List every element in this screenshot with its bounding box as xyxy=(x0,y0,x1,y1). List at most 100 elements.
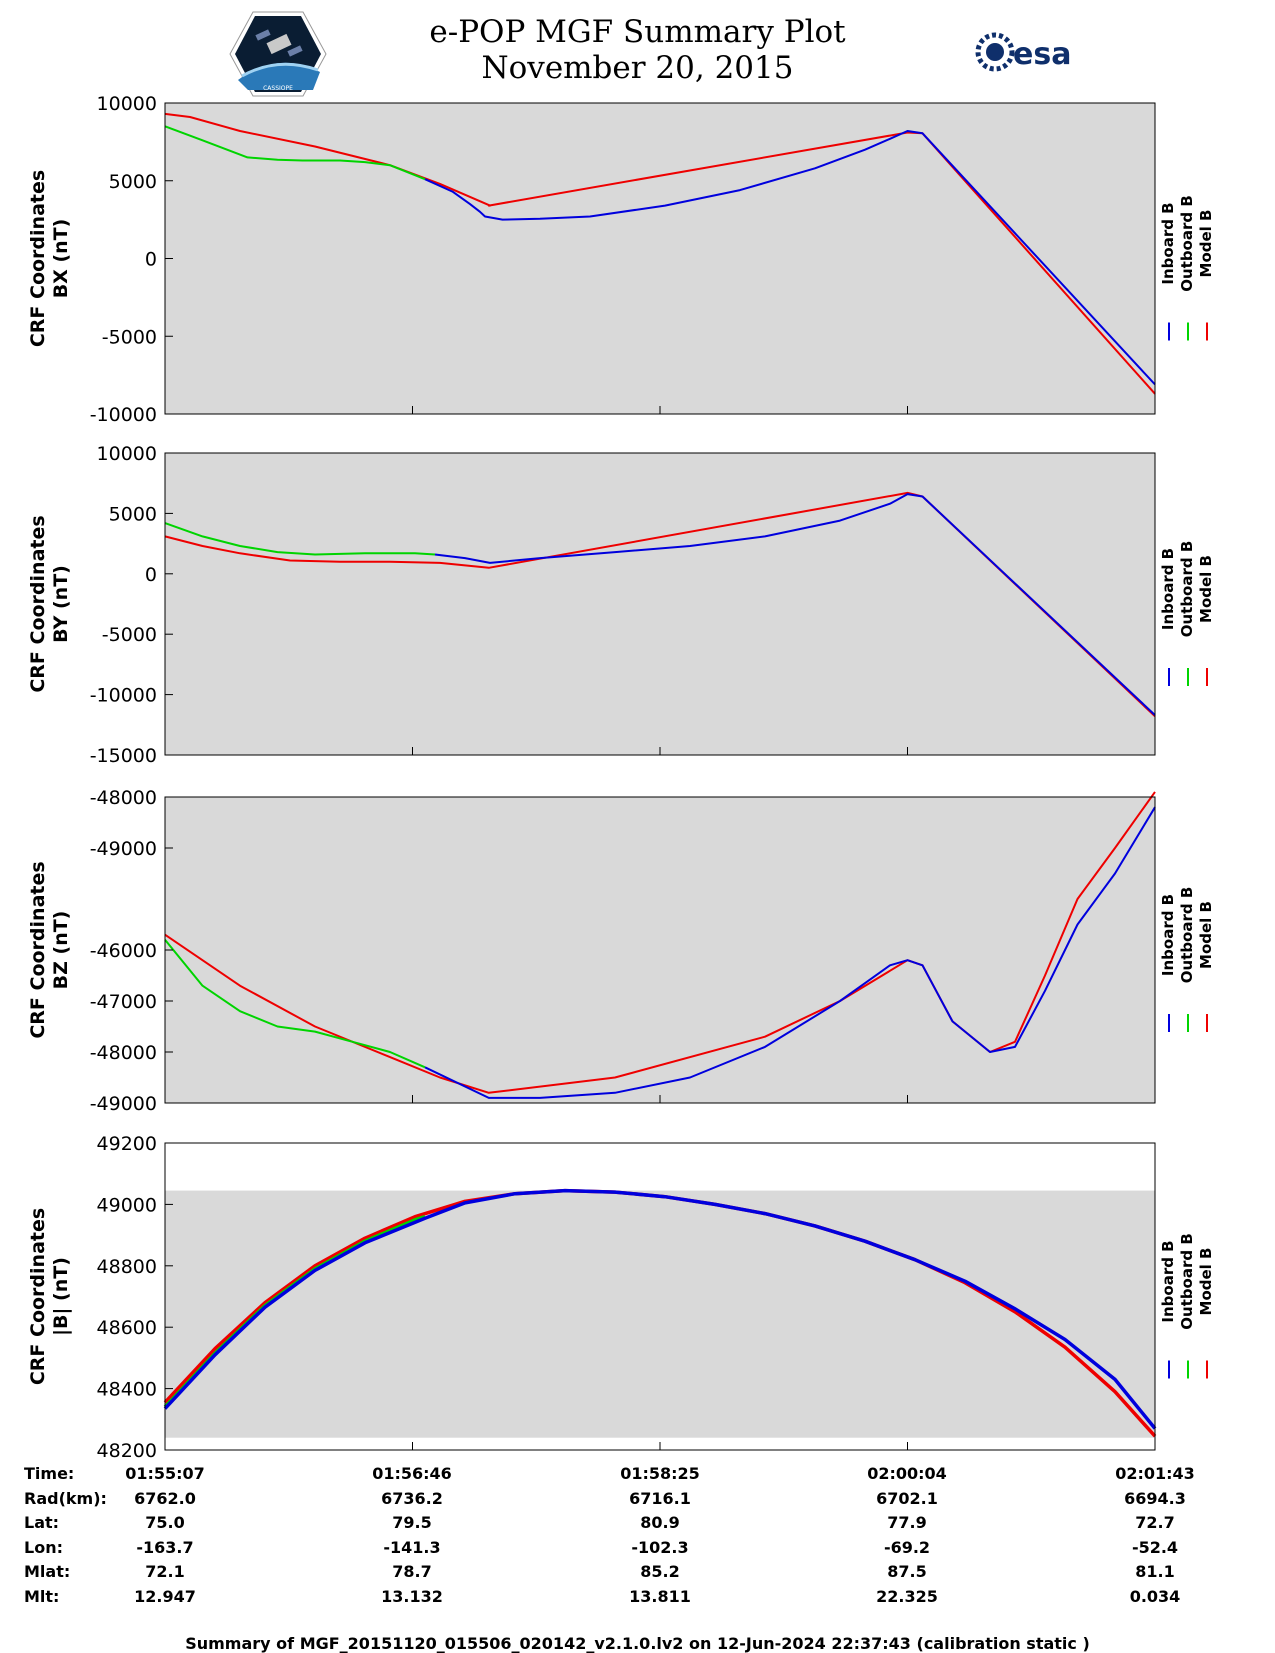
series-outboard-b xyxy=(164,125,426,181)
info-value: 77.9 xyxy=(887,1513,927,1533)
esa-logo: esa xyxy=(975,30,1090,75)
y-axis-label: CRF CoordinatesBY (nT) xyxy=(27,515,72,692)
svg-text:CASSIOPE: CASSIOPE xyxy=(263,85,293,92)
info-value: 02:00:04 xyxy=(867,1464,947,1483)
series-inboard-b xyxy=(434,493,1156,716)
y-tick-label: 49200 xyxy=(97,1133,157,1155)
series-outboard-b xyxy=(164,522,436,556)
legend-label-outboard-b: Outboard B xyxy=(1178,887,1196,984)
y-tick-label: 0 xyxy=(145,249,157,271)
info-row-label: Lon: xyxy=(24,1537,63,1557)
legend-label-model-b: Model B xyxy=(1197,210,1215,278)
panel-3: -48000 -49000 -46000 -47000 -48000 -49000 CRF … xyxy=(27,787,1215,1115)
y-tick-label: -10000 xyxy=(90,404,157,426)
legend-label-inboard-b: Inboard B xyxy=(1159,894,1177,976)
legend-label-outboard-b: Outboard B xyxy=(1178,195,1196,292)
info-value: 80.9 xyxy=(640,1513,680,1533)
plot-shaded-area xyxy=(165,1190,1155,1438)
legend-label-model-b: Model B xyxy=(1197,901,1215,969)
y-tick-label: 10000 xyxy=(97,443,157,465)
info-value: 12.947 xyxy=(134,1587,196,1606)
y-tick-label: 48400 xyxy=(97,1379,157,1401)
y-tick-label: 48800 xyxy=(97,1256,157,1278)
y-tick-label: -5000 xyxy=(102,624,157,646)
y-axis-label: CRF Coordinates|B| (nT) xyxy=(27,1208,72,1385)
info-row-time: Time: 01:55:07 01:56:46 01:58:25 02:00:04 02:… xyxy=(0,1464,1275,1488)
info-value: 81.1 xyxy=(1135,1562,1175,1582)
info-row-label: Mlt: xyxy=(24,1587,60,1606)
info-value: 72.1 xyxy=(145,1562,185,1582)
info-row-label: Lat: xyxy=(24,1513,60,1533)
info-value: 79.5 xyxy=(392,1513,432,1533)
y-axis-label-line2: |B| (nT) xyxy=(50,1257,72,1336)
y-tick-label: 48600 xyxy=(97,1317,157,1339)
y-axis-label: CRF CoordinatesBX (nT) xyxy=(27,170,72,347)
y-tick-label: -47000 xyxy=(90,991,157,1013)
series-inboard-b xyxy=(424,130,1156,386)
legend-label-outboard-b: Outboard B xyxy=(1178,541,1196,638)
y-axis-label-line1: CRF Coordinates xyxy=(27,1208,49,1385)
plot-header: e-POP MGF Summary Plot November 20, 2015 xyxy=(0,14,1275,86)
y-tick-label: -49000 xyxy=(90,838,157,860)
info-value: 01:58:25 xyxy=(620,1464,700,1483)
info-value: 75.0 xyxy=(145,1513,185,1533)
info-value: 6736.2 xyxy=(381,1488,443,1508)
info-value: 72.7 xyxy=(1135,1513,1175,1533)
info-row-rad-km: Rad(km): 6762.0 6736.2 6716.1 6702.1 6694.3 xyxy=(0,1489,1275,1513)
plot-area xyxy=(165,103,1155,414)
panel-2: 10000 5000 0 -5000 -10000 -15000 CRF Coordinat… xyxy=(27,443,1215,767)
info-value: 22.325 xyxy=(876,1587,938,1606)
plot-area xyxy=(165,797,1155,1103)
info-value: 85.2 xyxy=(640,1562,680,1582)
y-tick-label: 10000 xyxy=(97,93,157,115)
info-row-label: Mlat: xyxy=(24,1562,71,1582)
info-value: 6716.1 xyxy=(629,1488,691,1508)
y-axis-label-line2: BZ (nT) xyxy=(50,911,72,990)
info-value: 02:01:43 xyxy=(1115,1464,1195,1483)
info-row-lat: Lat: 75.0 79.5 80.9 77.9 72.7 xyxy=(0,1513,1275,1537)
y-axis-label: CRF CoordinatesBZ (nT) xyxy=(27,861,72,1038)
y-axis-label-line1: CRF Coordinates xyxy=(27,861,49,1038)
summary-footer: Summary of MGF_20151120_015506_020142_v2… xyxy=(185,1634,1090,1653)
info-row-lon: Lon: -163.7 -141.3 -102.3 -69.2 -52.4 xyxy=(0,1538,1275,1562)
y-tick-label: 5000 xyxy=(109,503,157,525)
epop-cassiope-logo-icon: CASSIOPE xyxy=(229,11,327,97)
info-value: 01:55:07 xyxy=(125,1464,205,1483)
info-value: 6694.3 xyxy=(1124,1488,1186,1508)
y-tick-label: -48000 xyxy=(90,787,157,809)
y-axis-label-line2: BY (nT) xyxy=(50,565,72,643)
info-value: 13.132 xyxy=(381,1587,443,1606)
legend-label-outboard-b: Outboard B xyxy=(1178,1233,1196,1330)
info-value: -52.4 xyxy=(1131,1537,1179,1557)
y-tick-label: -48000 xyxy=(90,1042,157,1064)
y-axis-label-line1: CRF Coordinates xyxy=(27,170,49,347)
y-axis-label-line1: CRF Coordinates xyxy=(27,515,49,692)
info-value: -69.2 xyxy=(883,1537,931,1557)
y-axis-label-line2: BX (nT) xyxy=(50,219,72,299)
info-value: 0.034 xyxy=(1129,1587,1181,1606)
info-value: 6762.0 xyxy=(134,1488,196,1508)
info-value: 01:56:46 xyxy=(372,1464,452,1483)
series-inboard-b xyxy=(163,1188,1157,1430)
info-row-label: Time: xyxy=(24,1464,75,1483)
panel-4: 49200 49000 48800 48600 48400 48200 CRF Coordi… xyxy=(27,1133,1215,1460)
info-value: -102.3 xyxy=(631,1537,689,1557)
y-tick-label: 5000 xyxy=(109,171,157,193)
legend-label-model-b: Model B xyxy=(1197,555,1215,623)
legend-label-inboard-b: Inboard B xyxy=(1159,548,1177,630)
info-value: 87.5 xyxy=(887,1562,927,1582)
y-tick-label: -10000 xyxy=(90,685,157,707)
y-tick-label: -5000 xyxy=(102,326,157,348)
y-tick-label: 0 xyxy=(145,564,157,586)
info-row-mlat: Mlat: 72.1 78.7 85.2 87.5 81.1 xyxy=(0,1562,1275,1586)
esa-logo-text: esa xyxy=(1013,37,1071,72)
esa-logo-icon: esa xyxy=(975,32,1071,72)
series-outboard-b xyxy=(164,939,426,1069)
info-value: -163.7 xyxy=(136,1537,194,1557)
legend-label-inboard-b: Inboard B xyxy=(1159,1240,1177,1322)
y-tick-label: -15000 xyxy=(90,745,157,767)
plot-area xyxy=(165,453,1155,755)
info-row-mlt: Mlt: 12.947 13.132 13.811 22.325 0.034 xyxy=(0,1587,1275,1611)
y-tick-label: -49000 xyxy=(90,1093,157,1115)
